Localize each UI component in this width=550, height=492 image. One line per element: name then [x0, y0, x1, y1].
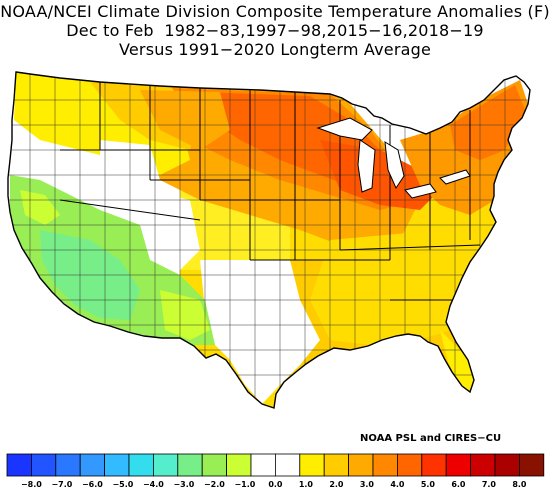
legend-color-box	[299, 453, 325, 477]
legend-tick-label: 4.0	[390, 480, 405, 489]
us-climate-division-map	[7, 71, 531, 409]
legend-color-box	[152, 453, 179, 477]
legend-color-box	[104, 453, 130, 477]
legend-color-box	[519, 453, 545, 477]
legend-color-box	[445, 453, 472, 477]
legend-color-box	[30, 453, 57, 477]
legend-color-box	[177, 453, 203, 477]
legend-tick-label: −8.0	[21, 480, 42, 489]
legend-tick-label: 3.0	[360, 480, 375, 489]
legend-color-box	[421, 453, 447, 477]
legend-tick-label: 1.0	[299, 480, 314, 489]
color-scale-legend: −8.0 −7.0 −6.0 −5.0 −4.0 −3.0 −2.0 −1.0 0.0 1.0 2.…	[6, 453, 545, 489]
legend-tick-label: −5.0	[112, 480, 133, 489]
legend-color-box	[470, 453, 496, 477]
legend-color-box	[274, 453, 301, 477]
legend-tick-label: −3.0	[173, 480, 194, 489]
legend-tick-label: −2.0	[204, 480, 225, 489]
legend-color-box	[348, 453, 374, 477]
credit-text: NOAA PSL and CIRES−CU	[360, 433, 502, 444]
legend-color-box	[323, 453, 350, 477]
legend-color-box	[494, 453, 520, 477]
legend-tick-label: 7.0	[482, 480, 497, 489]
legend-color-box	[201, 453, 227, 477]
legend-color-box	[226, 453, 252, 477]
legend-color-box	[128, 453, 154, 477]
legend-color-box	[6, 453, 32, 477]
title-line-1: NOAA/NCEI Climate Division Composite Tem…	[0, 2, 550, 21]
legend-color-box	[250, 453, 276, 477]
legend-color-box	[55, 453, 81, 477]
color-scale-tick-labels: −8.0 −7.0 −6.0 −5.0 −4.0 −3.0 −2.0 −1.0 0.0 1.0 2.…	[21, 480, 527, 489]
legend-tick-label: −7.0	[51, 480, 72, 489]
title-line-3: Versus 1991−2020 Longterm Average	[118, 40, 432, 59]
legend-tick-label: −1.0	[234, 480, 255, 489]
great-lakes	[316, 117, 471, 199]
legend-color-box	[372, 453, 398, 477]
legend-tick-label: 0.0	[268, 480, 283, 489]
map-title: NOAA/NCEI Climate Division Composite Tem…	[0, 2, 550, 59]
legend-tick-label: 8.0	[512, 480, 527, 489]
legend-tick-label: 6.0	[451, 480, 466, 489]
legend-tick-label: −4.0	[143, 480, 164, 489]
title-line-2: Dec to Feb 1982−83,1997−98,2015−16,2018−…	[66, 21, 484, 40]
anomaly-fill	[8, 72, 530, 408]
legend-tick-label: −6.0	[82, 480, 103, 489]
legend-tick-label: 5.0	[421, 480, 436, 489]
legend-tick-label: 2.0	[329, 480, 344, 489]
color-scale-boxes	[6, 453, 545, 477]
legend-color-box	[396, 453, 423, 477]
legend-color-box	[79, 453, 105, 477]
